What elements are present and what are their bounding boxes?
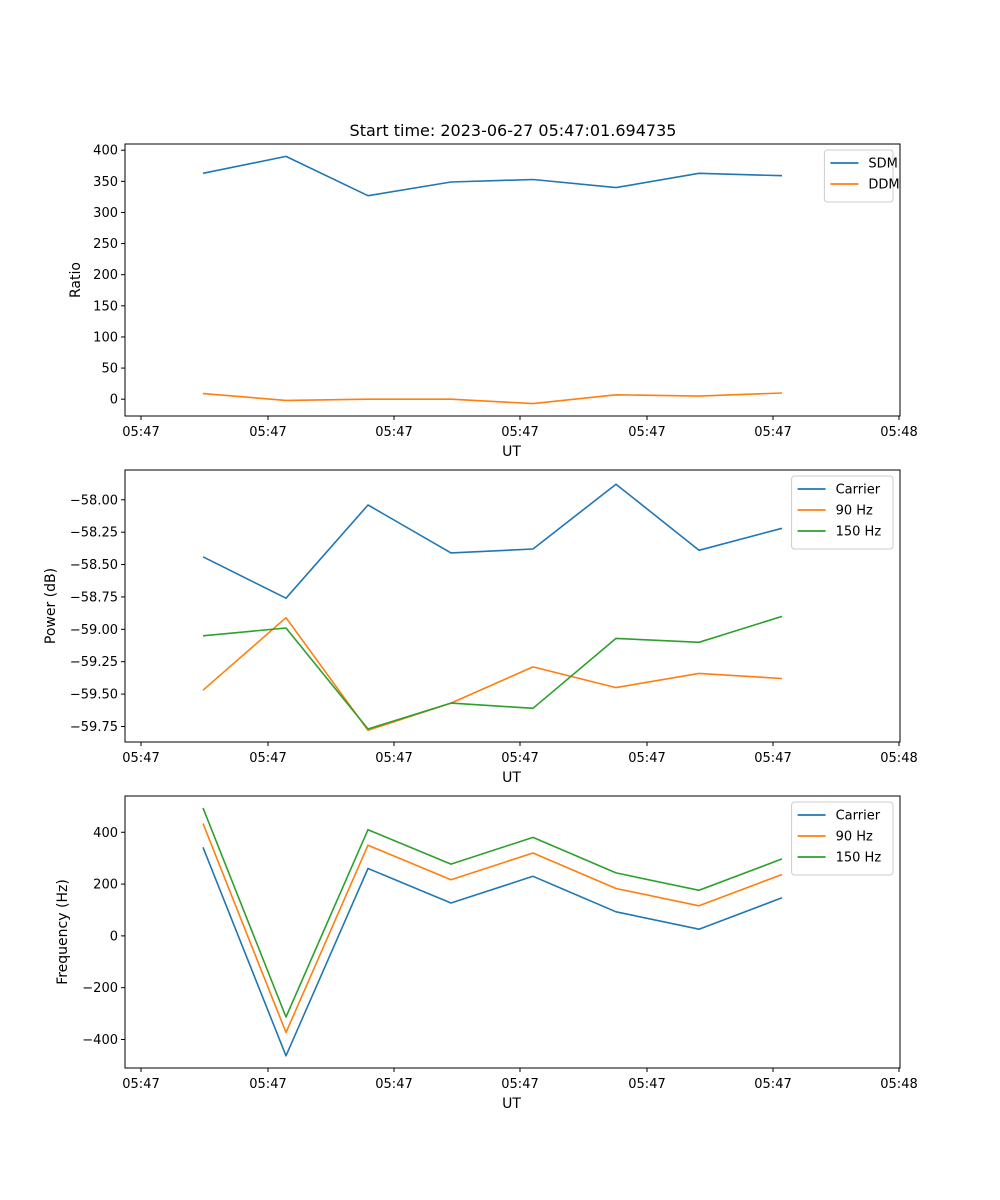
x-tick-label: 05:47 — [249, 751, 286, 766]
y-axis-label: Power (dB) — [43, 568, 59, 644]
x-tick-label: 05:47 — [375, 751, 412, 766]
x-axis-label: UT — [502, 1096, 521, 1112]
y-tick-label: 100 — [93, 330, 118, 345]
y-tick-label: 350 — [93, 175, 118, 190]
subplot-2: 05:47 05:47 05:47 05:47 05:47 05:47 05:48 −59.7… — [43, 469, 918, 786]
y-tick-label: 200 — [93, 878, 118, 893]
y-tick-label: −58.00 — [70, 493, 118, 508]
x-tick-label: 05:47 — [122, 751, 159, 766]
y-tick-label: 50 — [101, 362, 118, 377]
y-tick-label: −59.50 — [70, 688, 118, 703]
legend-label: 90 Hz — [836, 830, 873, 845]
y-tick-label: −58.75 — [70, 590, 118, 605]
y-tick-label: 150 — [93, 299, 118, 314]
series-line-150-hz — [202, 615, 783, 730]
series-line-90-hz — [202, 823, 783, 1034]
y-axis-label: Ratio — [68, 262, 84, 298]
legend-label: 90 Hz — [836, 504, 873, 519]
x-tick-label: 05:47 — [501, 1077, 538, 1092]
x-tick-label: 05:47 — [501, 425, 538, 440]
plot-area-frame — [124, 143, 901, 417]
x-tick-label: 05:48 — [880, 1077, 917, 1092]
x-tick-label: 05:47 — [754, 751, 791, 766]
y-tick-label: −400 — [82, 1033, 118, 1048]
x-axis-label: UT — [502, 444, 521, 460]
x-tick-label: 05:48 — [880, 751, 917, 766]
x-tick-label: 05:47 — [375, 425, 412, 440]
y-tick-label: −58.25 — [70, 526, 118, 541]
y-tick-label: 300 — [93, 206, 118, 221]
plot-area-frame — [124, 795, 901, 1069]
y-tick-label: 0 — [110, 929, 118, 944]
subplot-3: 05:47 05:47 05:47 05:47 05:47 05:47 05:48 −400 −… — [55, 795, 918, 1112]
chart-title: Start time: 2023-06-27 05:47:01.694735 — [350, 121, 677, 140]
y-tick-label: −59.75 — [70, 720, 118, 735]
x-tick-label: 05:47 — [122, 425, 159, 440]
legend-label: Carrier — [836, 483, 881, 498]
x-tick-label: 05:47 — [122, 1077, 159, 1092]
legend: SDM DDM — [823, 149, 900, 203]
x-tick-label: 05:47 — [754, 1077, 791, 1092]
x-tick-label: 05:47 — [375, 1077, 412, 1092]
x-tick-label: 05:47 — [249, 425, 286, 440]
series-line-sdm — [202, 155, 783, 197]
y-tick-label: −58.50 — [70, 558, 118, 573]
series-line-150-hz — [202, 807, 783, 1018]
y-tick-label: 200 — [93, 268, 118, 283]
x-tick-label: 05:47 — [628, 751, 665, 766]
subplot-1: 05:47 05:47 05:47 05:47 05:47 05:47 05:48 0 50 10… — [68, 143, 918, 460]
x-tick-label: 05:47 — [628, 1077, 665, 1092]
legend-label: 150 Hz — [836, 525, 882, 540]
x-tick-label: 05:47 — [249, 1077, 286, 1092]
y-tick-label: −59.25 — [70, 655, 118, 670]
series-line-carrier — [202, 483, 783, 600]
x-tick-label: 05:47 — [628, 425, 665, 440]
legend-label: SDM — [868, 157, 897, 172]
legend-label: DDM — [868, 178, 899, 193]
y-tick-label: −59.00 — [70, 623, 118, 638]
x-tick-label: 05:48 — [880, 425, 917, 440]
legend-label: Carrier — [836, 809, 881, 824]
legend-label: 150 Hz — [836, 851, 882, 866]
y-tick-label: 400 — [93, 144, 118, 159]
series-line-ddm — [202, 392, 783, 405]
x-tick-label: 05:47 — [501, 751, 538, 766]
legend: Carrier 90 Hz 150 Hz — [791, 475, 894, 550]
y-axis-label: Frequency (Hz) — [55, 879, 71, 985]
y-tick-label: 250 — [93, 237, 118, 252]
y-tick-label: 0 — [110, 393, 118, 408]
plot-area-frame — [124, 469, 901, 743]
x-axis-label: UT — [502, 770, 521, 786]
legend: Carrier 90 Hz 150 Hz — [791, 801, 894, 876]
y-tick-label: −200 — [82, 981, 118, 996]
series-line-90-hz — [202, 616, 783, 732]
series-line-carrier — [202, 847, 783, 1057]
x-tick-label: 05:47 — [754, 425, 791, 440]
y-tick-label: 400 — [93, 826, 118, 841]
